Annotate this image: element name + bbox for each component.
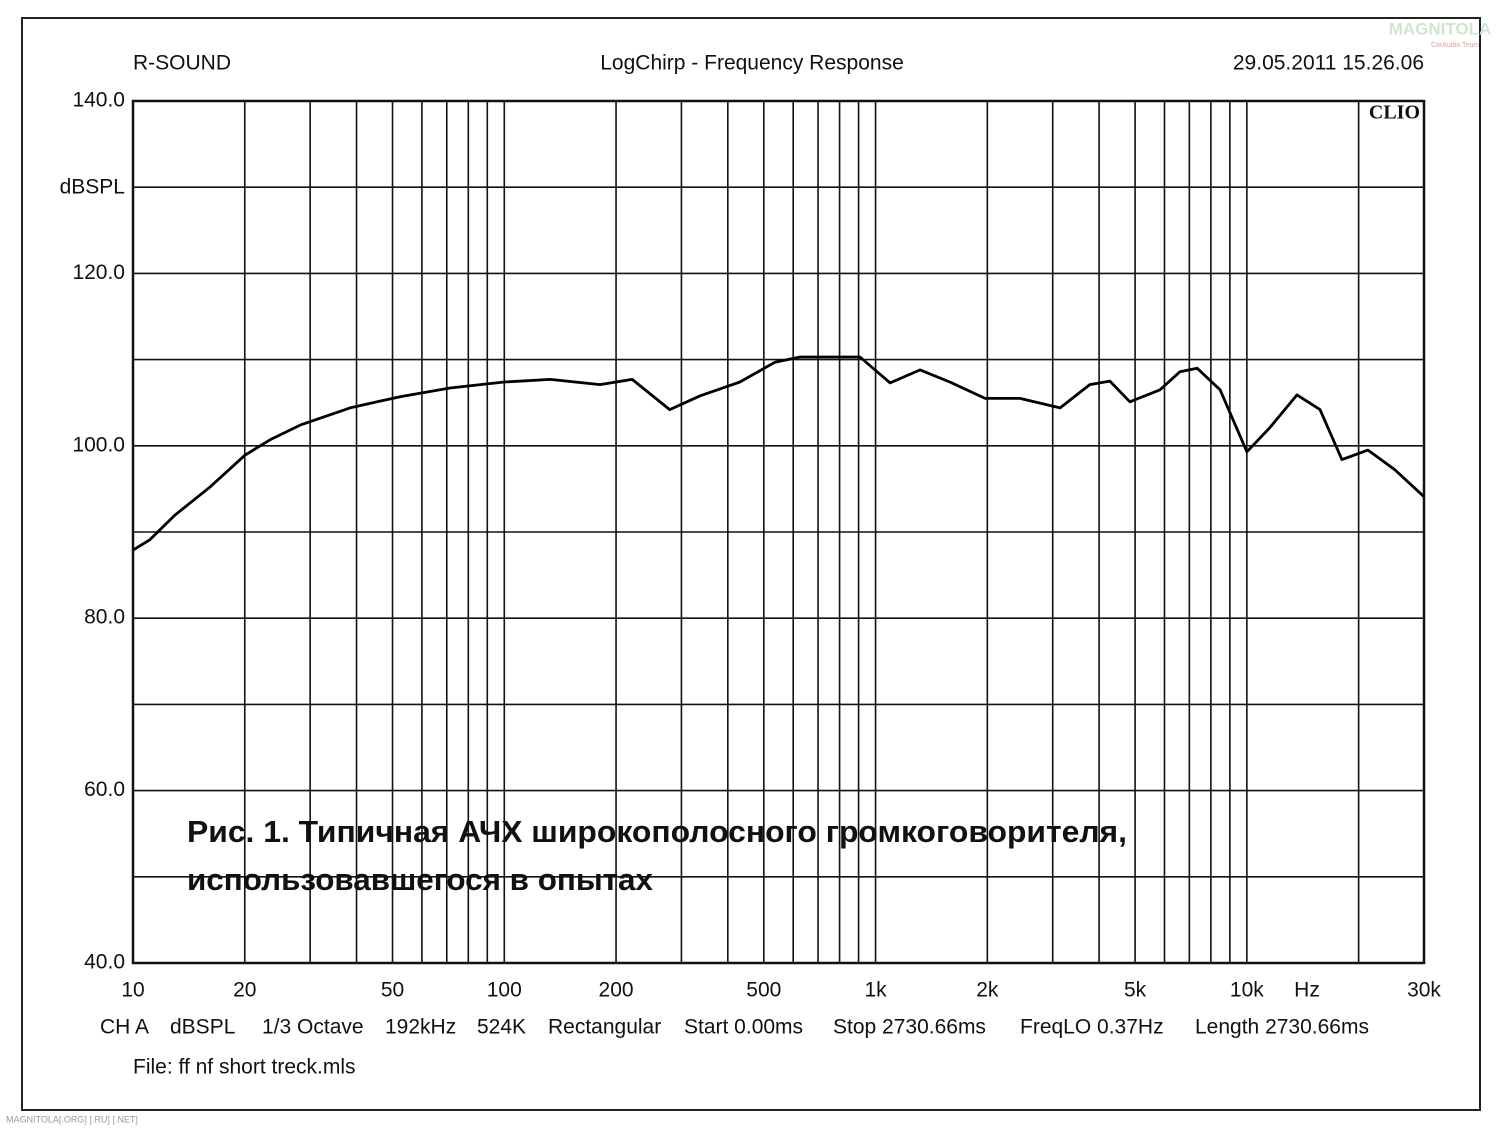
setting: Length 2730.66ms	[1195, 1016, 1369, 1039]
x-tick-label: 2k	[976, 979, 999, 1002]
header-left: R-SOUND	[133, 52, 231, 75]
header-right: 29.05.2011 15.26.06	[1233, 52, 1424, 75]
x-tick-label: 500	[746, 979, 781, 1002]
y-tick-label: 60.0	[84, 778, 125, 801]
setting: 524K	[477, 1016, 526, 1039]
watermark: MAGNITOLA[.ORG] [.RU] [.NET]	[6, 1114, 138, 1124]
y-tick-label: 140.0	[72, 89, 125, 112]
caption: использовавшегося в опытах	[187, 862, 654, 897]
logo: MAGNITOLA	[1389, 19, 1492, 38]
x-tick-label: 50	[381, 979, 404, 1002]
chart-title: LogChirp - Frequency Response	[600, 52, 904, 75]
x-tick-label: 10k	[1230, 979, 1264, 1002]
frame	[21, 17, 1481, 1111]
setting: 192kHz	[385, 1016, 456, 1039]
x-tick-label: 30k	[1407, 979, 1441, 1002]
setting: 1/3 Octave	[262, 1016, 364, 1039]
y-tick-label: 80.0	[84, 606, 125, 629]
x-tick-label: 20	[233, 979, 256, 1002]
plot-border	[131, 99, 1426, 965]
x-tick-label: 10	[121, 979, 144, 1002]
x-tick-label: 100	[487, 979, 522, 1002]
setting: Rectangular	[548, 1016, 661, 1039]
brand: CLIO	[1369, 102, 1420, 124]
y-axis-label: dBSPL	[60, 176, 125, 199]
x-tick-label: 200	[599, 979, 634, 1002]
setting: Start 0.00ms	[684, 1016, 803, 1039]
caption: Рис. 1. Типичная АЧХ широкополосного гро…	[187, 814, 1127, 849]
setting: dBSPL	[170, 1016, 235, 1039]
y-tick-label: 120.0	[72, 261, 125, 284]
logo-sub: CarAudio Team	[1431, 42, 1479, 49]
file-name: File: ff nf short treck.mls	[133, 1056, 356, 1079]
response-curve	[132, 355, 1425, 552]
y-tick-label: 40.0	[84, 951, 125, 974]
y-tick-label: 100.0	[72, 433, 125, 456]
x-tick-label: 1k	[864, 979, 887, 1002]
x-unit: Hz	[1294, 979, 1320, 1002]
x-tick-label: 5k	[1124, 979, 1147, 1002]
setting: FreqLO 0.37Hz	[1020, 1016, 1164, 1039]
setting: CH A	[100, 1016, 149, 1039]
setting: Stop 2730.66ms	[833, 1016, 986, 1039]
